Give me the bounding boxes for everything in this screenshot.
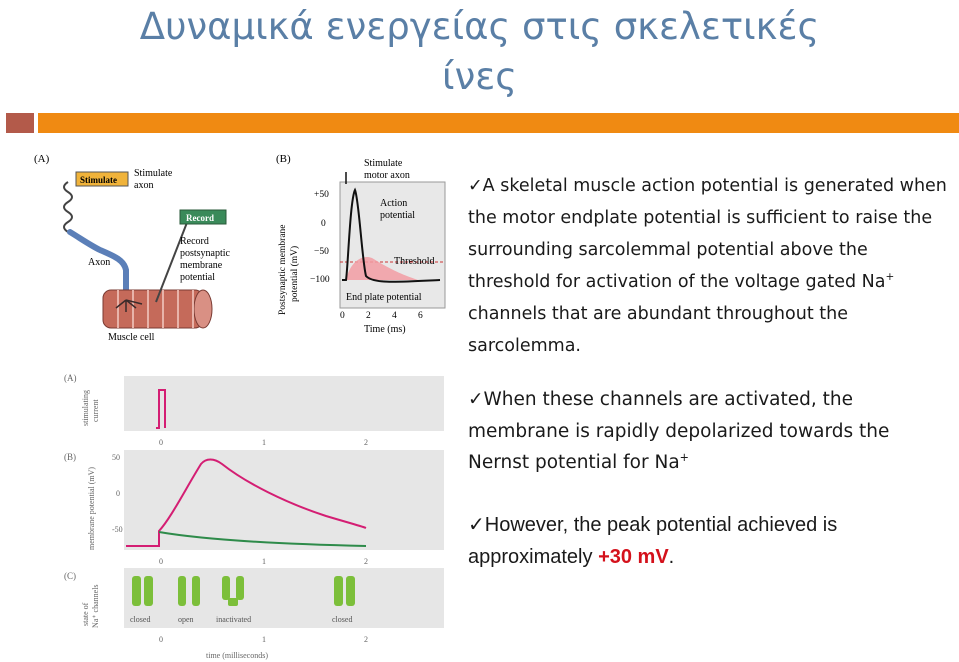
panel-a-label: (A) xyxy=(34,153,50,165)
nerve-terminal xyxy=(115,299,143,312)
check-icon: ✓ xyxy=(468,513,485,536)
panel-b-xtick-3: 4 xyxy=(392,311,397,321)
row-b-ytick-2: 0 xyxy=(116,489,120,498)
stimulate-axon-l1: Stimulate xyxy=(134,168,173,179)
record-box xyxy=(179,209,227,225)
record-desc-l4: potential xyxy=(180,272,215,283)
row-c-xtick-1: 0 xyxy=(159,635,163,644)
panel-b-ytick-1: +50 xyxy=(314,190,329,200)
bullet-1-text: A skeletal muscle action potential is ge… xyxy=(468,176,947,292)
row-b-xtick-3: 2 xyxy=(364,557,368,566)
stimulate-axon-l2: axon xyxy=(134,180,153,191)
muscle-cell-label: Muscle cell xyxy=(108,332,155,343)
muscle-cell-end xyxy=(193,289,213,329)
record-desc-l2: postsynaptic xyxy=(180,248,231,259)
slide-title: Δυναμικά ενεργείας στις σκελετικές ίνες xyxy=(0,2,959,102)
bullet-3: ✓However, the peak potential achieved is… xyxy=(468,509,948,573)
stimulate-box-label: Stimulate xyxy=(80,175,117,185)
row-b-xtick-1: 0 xyxy=(159,557,163,566)
panel-b-xlabel: Time (ms) xyxy=(364,324,406,335)
panel-b-ytick-3: −50 xyxy=(314,247,329,257)
check-icon: ✓ xyxy=(468,176,483,196)
channel-inactivated xyxy=(222,576,244,606)
row-a-label: (A) xyxy=(64,373,77,383)
panel-b-ytick-4: −100 xyxy=(310,275,330,285)
panel-b-label: (B) xyxy=(276,153,291,165)
bullet-1-text-end: channels that are abundant throughout th… xyxy=(468,304,848,356)
row-b-xtick-2: 1 xyxy=(262,557,266,566)
title-line-1: Δυναμικά ενεργείας στις σκελετικές xyxy=(139,5,820,48)
row-c-xtick-2: 1 xyxy=(262,635,266,644)
stimulate-motor-axon-l1: Stimulate xyxy=(364,158,403,169)
row-b-ytick-3: -50 xyxy=(112,525,123,534)
action-potential-l2: potential xyxy=(380,210,415,221)
row-c-ylabel-l2: Na⁺ channels xyxy=(91,584,100,628)
figure-bottom: (A) stimulating current 0 1 2 (B) membra… xyxy=(64,373,444,660)
axon-fiber xyxy=(67,229,129,303)
check-icon: ✓ xyxy=(468,389,484,410)
row-c-plot xyxy=(124,568,444,628)
row-a-xtick-1: 0 xyxy=(159,438,163,447)
state-closed-2: closed xyxy=(332,615,352,624)
stimulate-motor-axon-l2: motor axon xyxy=(364,170,410,181)
stimulate-box xyxy=(75,171,129,187)
row-a-xtick-3: 2 xyxy=(364,438,368,447)
row-b-ylabel: membrane potential (mV) xyxy=(87,467,96,550)
state-open: open xyxy=(178,615,194,624)
row-c-label: (C) xyxy=(64,571,76,581)
muscle-striations xyxy=(117,290,194,328)
action-potential-l1: Action xyxy=(380,198,407,209)
bullet-2: ✓When these channels are activated, the … xyxy=(468,384,948,479)
bullet-3-text-end: . xyxy=(668,545,675,568)
bullet-2-text: When these channels are activated, the m… xyxy=(468,389,890,473)
green-trace xyxy=(158,531,367,547)
threshold-label: Threshold xyxy=(394,256,435,267)
bullet-1-sup: + xyxy=(885,271,895,284)
row-c-xtick-3: 2 xyxy=(364,635,368,644)
peak-potential-value: +30 mV xyxy=(598,545,669,568)
figure-top: (A) Stimulate Stimulate axon Axon Muscle… xyxy=(34,153,446,343)
state-closed-1: closed xyxy=(130,615,150,624)
panel-b-xtick-4: 6 xyxy=(418,311,423,321)
stimulating-coil xyxy=(63,181,73,233)
bullet-3-text: However, the peak potential achieved is … xyxy=(468,513,838,568)
bullet-2-sup: + xyxy=(679,450,689,464)
record-desc-l1: Record xyxy=(180,236,209,247)
row-b-label: (B) xyxy=(64,452,76,462)
header-bar xyxy=(38,113,959,133)
channel-closed-2 xyxy=(334,576,355,606)
row-a-plot xyxy=(124,376,444,431)
row-c-xlabel: time (milliseconds) xyxy=(206,651,268,660)
action-potential-trace xyxy=(342,187,441,283)
panel-b-ylabel-l1: Postsynaptic membrane xyxy=(278,225,288,316)
end-plate-label: End plate potential xyxy=(346,292,422,303)
channel-closed-1 xyxy=(132,576,153,606)
title-line-2: ίνες xyxy=(442,55,517,98)
row-a-xtick-2: 1 xyxy=(262,438,266,447)
record-box-label: Record xyxy=(186,213,214,223)
channel-open xyxy=(178,576,200,606)
row-a-ylabel-l1: stimulating xyxy=(81,390,90,426)
stimulus-pulse xyxy=(156,389,166,429)
panel-b-xtick-1: 0 xyxy=(340,311,345,321)
state-inactivated: inactivated xyxy=(216,615,251,624)
axon-label: Axon xyxy=(88,257,110,268)
panel-b-ylabel-l2: potential (mV) xyxy=(289,246,300,302)
row-a-ylabel-l2: current xyxy=(91,399,100,422)
membrane-potential-trace xyxy=(126,458,367,547)
panel-b-xtick-2: 2 xyxy=(366,311,371,321)
record-desc-l3: membrane xyxy=(180,260,223,271)
row-c-ylabel-l1: state of xyxy=(81,602,90,626)
record-electrode xyxy=(155,219,189,303)
bullet-1: ✓A skeletal muscle action potential is g… xyxy=(468,170,948,362)
bullet-list: ✓A skeletal muscle action potential is g… xyxy=(468,170,948,573)
header-accent-bar xyxy=(6,113,34,133)
panel-b-ytick-2: 0 xyxy=(321,219,326,229)
row-b-ytick-1: 50 xyxy=(112,453,120,462)
